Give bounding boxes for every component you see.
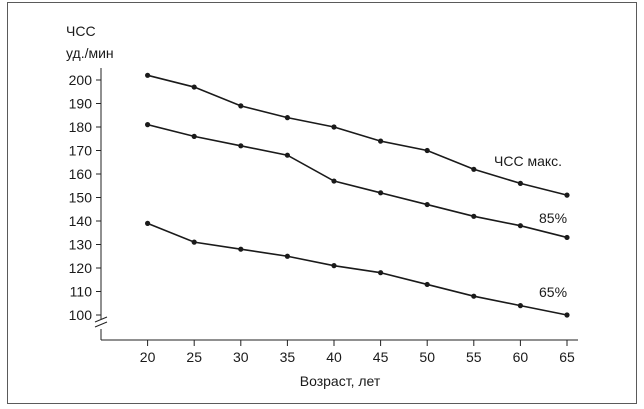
- y-tick-label-180: 180: [69, 119, 93, 135]
- data-point-max-hr-65: [564, 192, 570, 198]
- data-point-65-30: [238, 246, 244, 252]
- y-tick-label-120: 120: [69, 260, 93, 276]
- x-tick-label-65: 65: [559, 349, 575, 365]
- x-ticks: 20 25 30 35 40 45 50 55 60 65: [140, 340, 575, 365]
- data-point-max-hr-25: [191, 84, 197, 90]
- series-line-85: [147, 123, 568, 239]
- data-point-85-30: [238, 143, 244, 149]
- y-tick-label-140: 140: [69, 213, 93, 229]
- data-point-85-25: [191, 133, 197, 139]
- data-point-65-25: [191, 239, 197, 245]
- data-point-85-20: [145, 122, 151, 128]
- y-tick-label-100: 100: [69, 307, 93, 323]
- y-tick-label-110: 110: [70, 284, 93, 300]
- data-point-65-35: [284, 253, 290, 259]
- series-line-65: [147, 222, 568, 316]
- x-tick-label-55: 55: [466, 349, 482, 365]
- y-tick-label-200: 200: [69, 72, 93, 88]
- x-tick-label-20: 20: [140, 349, 156, 365]
- series-label-65: 65%: [539, 284, 567, 300]
- data-point-65-50: [424, 281, 430, 288]
- data-point-max-hr-55: [471, 166, 477, 172]
- x-axis-title: Возраст, лет: [300, 373, 381, 389]
- data-point-85-65: [564, 234, 570, 241]
- axes: [94, 68, 578, 341]
- x-tick-label-25: 25: [186, 349, 202, 365]
- series-label-max-hr: ЧСС макс.: [494, 153, 562, 169]
- x-tick-label-50: 50: [419, 349, 435, 365]
- y-tick-label-190: 190: [69, 96, 93, 112]
- data-point-max-hr-40: [331, 124, 337, 130]
- y-axis-title-line-1: ЧСС: [66, 23, 96, 39]
- data-point-65-45: [378, 270, 384, 276]
- data-point-max-hr-45: [378, 138, 384, 144]
- y-ticks: 100 110 120 130 140 150 160 170 180 190 200: [69, 72, 101, 323]
- y-tick-label-160: 160: [69, 166, 93, 182]
- chart-frame: [7, 2, 637, 404]
- y-tick-label-170: 170: [69, 143, 93, 159]
- data-point-65-60: [517, 303, 524, 309]
- data-point-65-55: [471, 293, 477, 299]
- data-point-85-55: [471, 213, 477, 219]
- data-point-max-hr-20: [145, 72, 151, 78]
- series-line-max-hr: [147, 74, 568, 196]
- data-point-85-40: [331, 178, 337, 184]
- y-tick-label-150: 150: [69, 190, 93, 206]
- data-point-65-65: [564, 312, 570, 318]
- data-point-max-hr-50: [424, 147, 430, 154]
- data-point-65-40: [331, 263, 337, 269]
- y-axis-break-mark-1: [94, 316, 108, 323]
- x-tick-label-30: 30: [233, 349, 249, 365]
- data-point-max-hr-35: [284, 115, 290, 121]
- data-point-85-50: [424, 201, 430, 208]
- series-layer: [145, 72, 570, 318]
- x-tick-label-45: 45: [373, 349, 389, 365]
- x-tick-label-60: 60: [513, 349, 529, 365]
- y-tick-label-130: 130: [69, 237, 93, 253]
- data-point-65-20: [145, 220, 151, 226]
- data-point-85-35: [284, 152, 290, 158]
- y-axis-break-mark-2: [94, 321, 108, 328]
- data-point-85-60: [517, 223, 524, 229]
- x-tick-label-40: 40: [326, 349, 342, 365]
- y-axis-title-line-2: уд./мин: [66, 45, 114, 61]
- data-point-max-hr-60: [517, 180, 524, 186]
- data-point-max-hr-30: [238, 103, 244, 109]
- x-tick-label-35: 35: [280, 349, 296, 365]
- series-label-85: 85%: [539, 210, 567, 226]
- data-point-85-45: [378, 190, 384, 196]
